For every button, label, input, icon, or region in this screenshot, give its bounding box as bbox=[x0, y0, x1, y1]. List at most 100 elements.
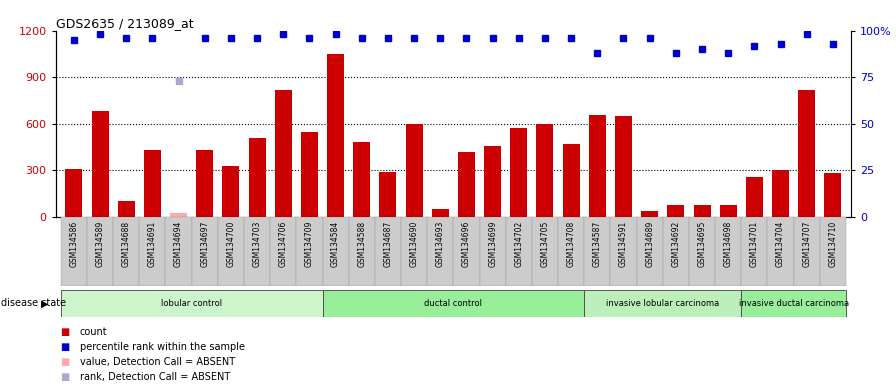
Text: disease state: disease state bbox=[1, 298, 66, 308]
Text: GSM134707: GSM134707 bbox=[802, 220, 811, 267]
Text: rank, Detection Call = ABSENT: rank, Detection Call = ABSENT bbox=[80, 372, 230, 382]
Bar bbox=[196, 150, 213, 217]
Text: value, Detection Call = ABSENT: value, Detection Call = ABSENT bbox=[80, 357, 235, 367]
Text: percentile rank within the sample: percentile rank within the sample bbox=[80, 342, 245, 352]
Bar bbox=[824, 173, 841, 217]
Bar bbox=[91, 111, 108, 217]
Bar bbox=[798, 90, 815, 217]
Bar bbox=[375, 217, 401, 286]
Bar bbox=[794, 217, 820, 286]
Text: GSM134690: GSM134690 bbox=[409, 220, 418, 267]
Bar bbox=[61, 217, 87, 286]
Text: GSM134586: GSM134586 bbox=[69, 220, 78, 266]
Text: ■: ■ bbox=[60, 357, 69, 367]
Text: GSM134591: GSM134591 bbox=[619, 220, 628, 266]
Text: GSM134692: GSM134692 bbox=[671, 220, 680, 266]
Bar bbox=[222, 166, 239, 217]
Text: GSM134706: GSM134706 bbox=[279, 220, 288, 267]
Bar bbox=[715, 217, 741, 286]
Bar bbox=[484, 146, 501, 217]
Bar bbox=[458, 152, 475, 217]
Bar bbox=[768, 217, 794, 286]
Bar bbox=[772, 170, 789, 217]
Bar bbox=[248, 138, 265, 217]
Text: GSM134687: GSM134687 bbox=[383, 220, 392, 266]
Bar bbox=[401, 217, 427, 286]
Bar bbox=[432, 209, 449, 217]
Text: GSM134695: GSM134695 bbox=[697, 220, 707, 267]
Text: GSM134589: GSM134589 bbox=[96, 220, 105, 266]
Text: GSM134691: GSM134691 bbox=[148, 220, 157, 266]
Bar bbox=[636, 217, 663, 286]
Bar bbox=[511, 129, 528, 217]
Bar bbox=[65, 169, 82, 217]
Text: GSM134708: GSM134708 bbox=[566, 220, 575, 266]
Bar bbox=[532, 217, 558, 286]
Text: GSM134699: GSM134699 bbox=[488, 220, 497, 267]
Bar bbox=[663, 217, 689, 286]
Bar bbox=[192, 217, 218, 286]
Bar bbox=[427, 217, 453, 286]
Bar bbox=[170, 213, 187, 217]
Bar bbox=[563, 144, 580, 217]
Text: GSM134697: GSM134697 bbox=[200, 220, 210, 267]
Bar bbox=[668, 205, 685, 217]
Text: GDS2635 / 213089_at: GDS2635 / 213089_at bbox=[56, 17, 194, 30]
Text: GSM134710: GSM134710 bbox=[829, 220, 838, 266]
Bar bbox=[694, 205, 711, 217]
Bar bbox=[505, 217, 532, 286]
Bar bbox=[327, 54, 344, 217]
Bar bbox=[113, 217, 139, 286]
Bar bbox=[353, 142, 370, 217]
Text: ■: ■ bbox=[60, 372, 69, 382]
Text: invasive lobular carcinoma: invasive lobular carcinoma bbox=[606, 299, 719, 308]
Bar bbox=[117, 202, 134, 217]
Text: GSM134700: GSM134700 bbox=[227, 220, 236, 267]
Text: GSM134705: GSM134705 bbox=[540, 220, 549, 267]
Text: lobular control: lobular control bbox=[161, 299, 222, 308]
Bar bbox=[820, 217, 846, 286]
Text: GSM134704: GSM134704 bbox=[776, 220, 785, 267]
Text: count: count bbox=[80, 327, 108, 337]
Bar bbox=[558, 217, 584, 286]
Bar bbox=[323, 290, 584, 317]
Text: GSM134694: GSM134694 bbox=[174, 220, 183, 267]
Text: GSM134688: GSM134688 bbox=[122, 220, 131, 266]
Bar bbox=[642, 211, 659, 217]
Bar bbox=[589, 114, 606, 217]
Bar bbox=[166, 217, 192, 286]
Bar bbox=[87, 217, 113, 286]
Bar bbox=[244, 217, 271, 286]
Text: ■: ■ bbox=[60, 327, 69, 337]
Bar bbox=[689, 217, 715, 286]
Bar bbox=[741, 217, 768, 286]
Bar bbox=[301, 132, 318, 217]
Bar bbox=[537, 124, 554, 217]
Text: ductal control: ductal control bbox=[425, 299, 482, 308]
Bar bbox=[349, 217, 375, 286]
Text: invasive ductal carcinoma: invasive ductal carcinoma bbox=[738, 299, 849, 308]
Bar bbox=[297, 217, 323, 286]
Text: GSM134702: GSM134702 bbox=[514, 220, 523, 266]
Bar bbox=[271, 217, 297, 286]
Bar bbox=[275, 90, 292, 217]
Text: GSM134587: GSM134587 bbox=[593, 220, 602, 266]
Text: GSM134588: GSM134588 bbox=[358, 220, 366, 266]
Text: GSM134693: GSM134693 bbox=[435, 220, 444, 267]
Bar bbox=[719, 205, 737, 217]
Text: GSM134703: GSM134703 bbox=[253, 220, 262, 267]
Bar bbox=[584, 290, 741, 317]
Bar bbox=[615, 116, 632, 217]
Bar bbox=[745, 177, 762, 217]
Text: GSM134698: GSM134698 bbox=[724, 220, 733, 266]
Text: GSM134584: GSM134584 bbox=[332, 220, 340, 266]
Bar bbox=[479, 217, 505, 286]
Bar bbox=[61, 290, 323, 317]
Bar bbox=[144, 150, 161, 217]
Bar bbox=[218, 217, 244, 286]
Text: GSM134696: GSM134696 bbox=[462, 220, 471, 267]
Bar bbox=[584, 217, 610, 286]
Bar bbox=[741, 290, 846, 317]
Bar bbox=[139, 217, 166, 286]
Bar bbox=[379, 172, 396, 217]
